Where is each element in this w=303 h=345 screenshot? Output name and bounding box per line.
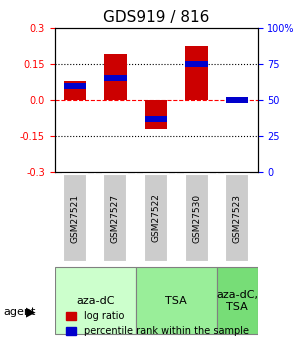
Bar: [104, 54, 127, 100]
Bar: [185, 61, 208, 67]
Text: TSA: TSA: [165, 296, 187, 306]
Bar: [145, 116, 167, 122]
Bar: [104, 75, 127, 81]
FancyBboxPatch shape: [63, 174, 87, 262]
FancyBboxPatch shape: [103, 174, 128, 262]
FancyBboxPatch shape: [185, 174, 209, 262]
Bar: [185, 46, 208, 100]
Text: aza-dC,
TSA: aza-dC, TSA: [216, 290, 258, 312]
FancyBboxPatch shape: [144, 174, 168, 262]
FancyBboxPatch shape: [217, 267, 258, 334]
Text: GSM27530: GSM27530: [192, 194, 201, 243]
Text: aza-dC: aza-dC: [76, 296, 115, 306]
Legend: log ratio, percentile rank within the sample: log ratio, percentile rank within the sa…: [62, 307, 253, 340]
Text: ▶: ▶: [26, 306, 35, 319]
Bar: [64, 81, 86, 100]
Title: GDS919 / 816: GDS919 / 816: [103, 10, 209, 25]
FancyBboxPatch shape: [225, 174, 249, 262]
FancyBboxPatch shape: [136, 267, 217, 334]
Text: GSM27527: GSM27527: [111, 194, 120, 243]
Bar: [145, 100, 167, 129]
Text: agent: agent: [3, 307, 35, 317]
Text: GSM27522: GSM27522: [152, 194, 161, 243]
Bar: [64, 82, 86, 89]
FancyBboxPatch shape: [55, 267, 136, 334]
Text: GSM27523: GSM27523: [233, 194, 242, 243]
Bar: [226, 97, 248, 103]
Text: GSM27521: GSM27521: [70, 194, 79, 243]
